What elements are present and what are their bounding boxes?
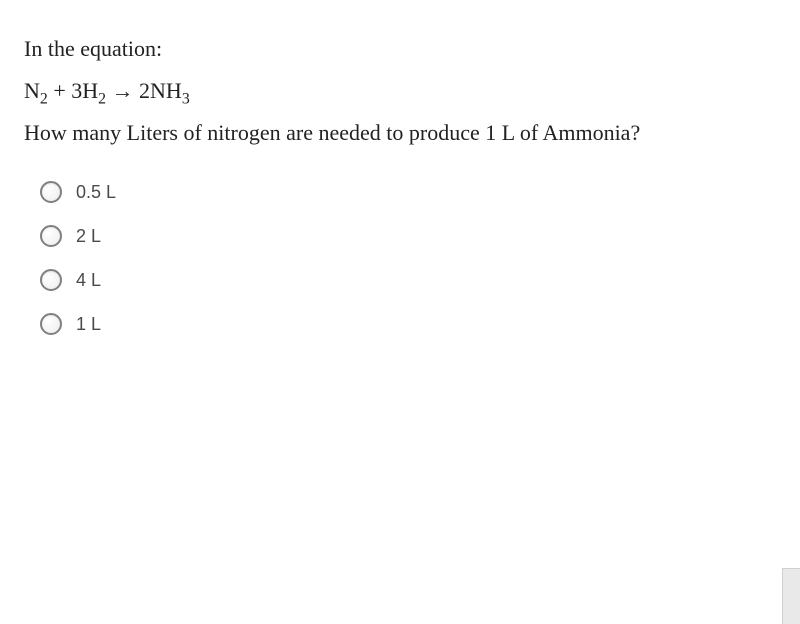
option-row[interactable]: 2 L (40, 225, 776, 247)
eq-nh3-sub: 3 (182, 90, 190, 107)
option-label: 0.5 L (76, 182, 116, 203)
eq-n2-sub: 2 (40, 90, 48, 107)
eq-arrow: → (106, 78, 139, 103)
question-prompt: How many Liters of nitrogen are needed t… (24, 112, 776, 154)
question-intro: In the equation: (24, 28, 776, 70)
radio-icon[interactable] (40, 269, 62, 291)
eq-h2-sub: 2 (98, 90, 106, 107)
radio-icon[interactable] (40, 225, 62, 247)
option-label: 2 L (76, 226, 101, 247)
option-row[interactable]: 0.5 L (40, 181, 776, 203)
chemical-equation: N2 + 3H2 → 2NH3 (24, 70, 776, 112)
option-label: 4 L (76, 270, 101, 291)
options-group: 0.5 L 2 L 4 L 1 L (24, 181, 776, 335)
eq-nh3-coef: 2NH (139, 78, 182, 103)
option-row[interactable]: 1 L (40, 313, 776, 335)
option-label: 1 L (76, 314, 101, 335)
radio-icon[interactable] (40, 313, 62, 335)
eq-plus-h2: + 3H (48, 78, 98, 103)
eq-n2-base: N (24, 78, 40, 103)
question-block: In the equation: N2 + 3H2 → 2NH3 How man… (24, 28, 776, 153)
option-row[interactable]: 4 L (40, 269, 776, 291)
radio-icon[interactable] (40, 181, 62, 203)
scrollbar-stub (782, 568, 800, 624)
